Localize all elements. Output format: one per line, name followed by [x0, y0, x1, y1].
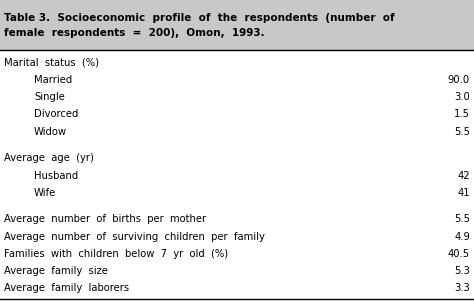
- Bar: [0, 0, 474, 50]
- Text: Wife: Wife: [34, 188, 56, 198]
- Text: Average  age  (yr): Average age (yr): [4, 153, 94, 163]
- Text: 5.3: 5.3: [454, 266, 470, 276]
- Text: 5.5: 5.5: [454, 214, 470, 225]
- Text: Average  number  of  births  per  mother: Average number of births per mother: [4, 214, 206, 225]
- Text: Table 3.  Socioeconomic  profile  of  the  respondents  (number  of: Table 3. Socioeconomic profile of the re…: [4, 13, 395, 23]
- Text: Widow: Widow: [34, 126, 67, 137]
- Text: Families  with  children  below  7  yr  old  (%): Families with children below 7 yr old (%…: [4, 249, 228, 259]
- Text: 4.9: 4.9: [454, 232, 470, 242]
- Text: Married: Married: [34, 75, 72, 85]
- Text: Average  number  of  surviving  children  per  family: Average number of surviving children per…: [4, 232, 265, 242]
- Text: 42: 42: [457, 170, 470, 181]
- Text: Divorced: Divorced: [34, 109, 78, 119]
- Text: 3.3: 3.3: [454, 283, 470, 293]
- Text: Average  family  size: Average family size: [4, 266, 108, 276]
- Text: 90.0: 90.0: [448, 75, 470, 85]
- Text: 5.5: 5.5: [454, 126, 470, 137]
- Text: 3.0: 3.0: [454, 92, 470, 102]
- Text: 41: 41: [457, 188, 470, 198]
- Text: female  respondents  =  200),  Omon,  1993.: female respondents = 200), Omon, 1993.: [4, 28, 264, 38]
- Text: Single: Single: [34, 92, 65, 102]
- Text: Marital  status  (%): Marital status (%): [4, 57, 99, 68]
- Text: 40.5: 40.5: [448, 249, 470, 259]
- Text: Average  family  laborers: Average family laborers: [4, 283, 129, 293]
- Text: 1.5: 1.5: [454, 109, 470, 119]
- Text: Husband: Husband: [34, 170, 78, 181]
